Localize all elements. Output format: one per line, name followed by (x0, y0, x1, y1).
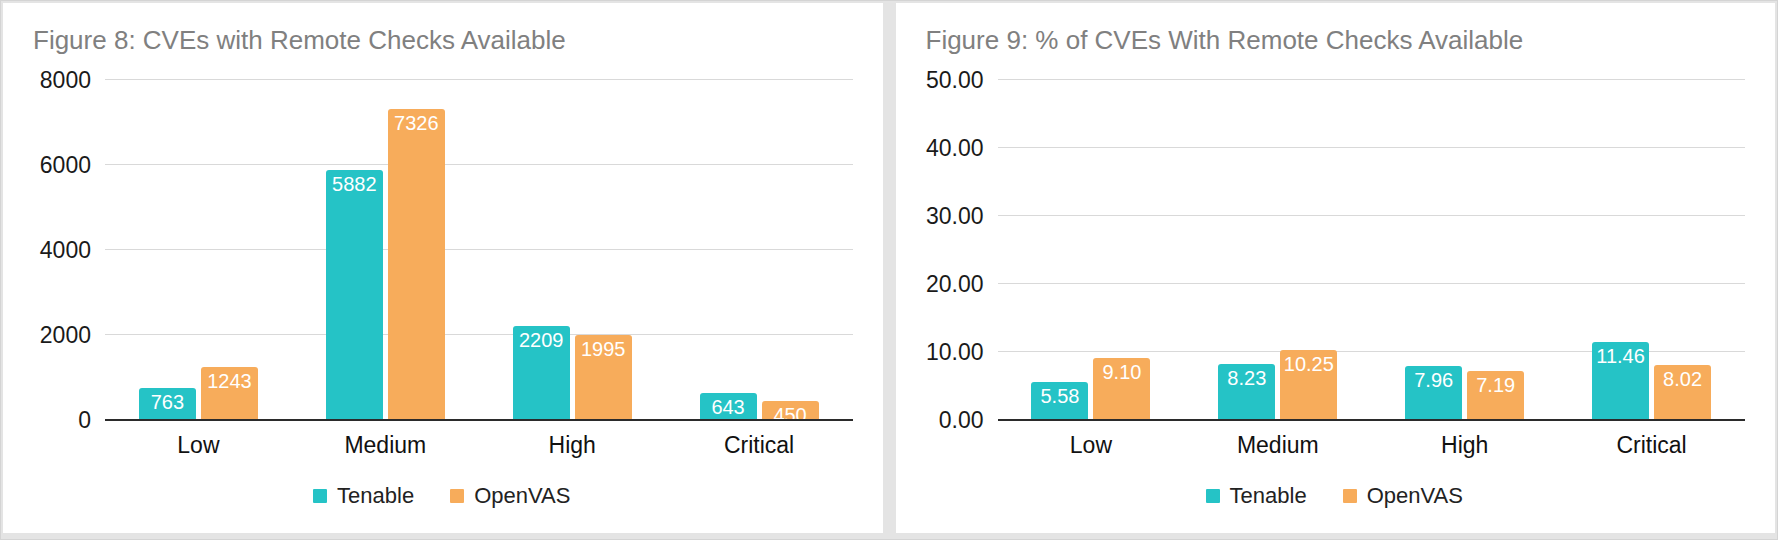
y-tick-label: 2000 (40, 322, 91, 349)
bar-group-critical: 11.468.02 (1558, 80, 1745, 420)
bar-value-label: 450 (756, 404, 825, 427)
bar-value-label: 10.25 (1274, 353, 1343, 376)
bar-tenable-low: 5.58 (1031, 382, 1088, 420)
x-axis-line (105, 419, 853, 421)
bar-value-label: 11.46 (1586, 345, 1655, 368)
bar-value-label: 643 (694, 396, 763, 419)
category-axis: LowMediumHighCritical (105, 432, 853, 459)
legend-item-openvas: OpenVAS (1343, 483, 1463, 509)
bar-value-label: 7.19 (1461, 374, 1530, 397)
category-label-critical: Critical (1558, 432, 1745, 459)
bar-tenable-medium: 5882 (326, 170, 383, 420)
bar-tenable-medium: 8.23 (1218, 364, 1275, 420)
chart-body: 0.0010.0020.0030.0040.0050.005.589.108.2… (924, 80, 1746, 459)
bar-value-label: 1243 (195, 370, 264, 393)
bar-tenable-critical: 643 (700, 393, 757, 420)
bar-value-label: 5882 (320, 173, 389, 196)
bar-value-label: 9.10 (1087, 361, 1156, 384)
y-tick-label: 30.00 (926, 203, 984, 230)
plot-area: 5.589.108.2310.257.967.1911.468.02 (998, 80, 1746, 420)
openvas-legend-swatch (1343, 489, 1357, 503)
y-tick-label: 50.00 (926, 67, 984, 94)
figure9-title: Figure 9: % of CVEs With Remote Checks A… (926, 25, 1746, 56)
y-tick-label: 0 (78, 407, 91, 434)
plot-column: 5.589.108.2310.257.967.1911.468.02LowMed… (998, 80, 1746, 459)
legend-label-tenable: Tenable (337, 483, 414, 509)
bar-group-high: 22091995 (479, 80, 666, 420)
category-label-low: Low (105, 432, 292, 459)
x-axis-line (998, 419, 1746, 421)
bar-groups: 76312435882732622091995643450 (105, 80, 853, 420)
bar-group-critical: 643 450 (666, 80, 853, 420)
bar-groups: 5.589.108.2310.257.967.1911.468.02 (998, 80, 1746, 420)
bar-openvas-high: 1995 (575, 335, 632, 420)
bar-tenable-low: 763 (139, 388, 196, 420)
plot-area: 76312435882732622091995643450 (105, 80, 853, 420)
y-tick-label: 0.00 (939, 407, 984, 434)
bar-value-label: 7.96 (1399, 369, 1468, 392)
bar-group-high: 7.967.19 (1371, 80, 1558, 420)
bar-tenable-high: 7.96 (1405, 366, 1462, 420)
legend-item-tenable: Tenable (313, 483, 414, 509)
category-label-critical: Critical (666, 432, 853, 459)
bar-value-label: 8.23 (1212, 367, 1281, 390)
category-label-medium: Medium (1184, 432, 1371, 459)
category-label-high: High (1371, 432, 1558, 459)
bar-value-label: 5.58 (1025, 385, 1094, 408)
y-tick-label: 6000 (40, 152, 91, 179)
openvas-legend-swatch (450, 489, 464, 503)
bar-value-label: 8.02 (1648, 368, 1717, 391)
legend-label-tenable: Tenable (1230, 483, 1307, 509)
report-figures-page: Figure 8: CVEs with Remote Checks Availa… (0, 0, 1778, 540)
figure8-panel: Figure 8: CVEs with Remote Checks Availa… (3, 3, 883, 533)
legend-label-openvas: OpenVAS (1367, 483, 1463, 509)
legend-item-openvas: OpenVAS (450, 483, 570, 509)
category-axis: LowMediumHighCritical (998, 432, 1746, 459)
bar-openvas-high: 7.19 (1467, 371, 1524, 420)
y-tick-label: 20.00 (926, 271, 984, 298)
y-tick-label: 10.00 (926, 339, 984, 366)
bar-openvas-low: 9.10 (1093, 358, 1150, 420)
bar-openvas-low: 1243 (201, 367, 258, 420)
bar-group-medium: 58827326 (292, 80, 479, 420)
legend-label-openvas: OpenVAS (474, 483, 570, 509)
figure8-title: Figure 8: CVEs with Remote Checks Availa… (33, 25, 853, 56)
figure9-bar-chart: 0.0010.0020.0030.0040.0050.005.589.108.2… (924, 80, 1746, 509)
bar-openvas-medium: 7326 (388, 109, 445, 420)
plot-column: 76312435882732622091995643450LowMediumHi… (105, 80, 853, 459)
bar-tenable-high: 2209 (513, 326, 570, 420)
y-tick-label: 4000 (40, 237, 91, 264)
bar-value-label: 2209 (507, 329, 576, 352)
bar-openvas-critical: 450 (762, 401, 819, 420)
y-tick-label: 8000 (40, 67, 91, 94)
y-axis: 0.0010.0020.0030.0040.0050.00 (924, 80, 998, 420)
tenable-legend-swatch (1206, 489, 1220, 503)
bar-value-label: 7326 (382, 112, 451, 135)
bar-tenable-critical: 11.46 (1592, 342, 1649, 420)
legend: Tenable OpenVAS (31, 483, 853, 509)
bar-value-label: 1995 (569, 338, 638, 361)
category-label-high: High (479, 432, 666, 459)
category-label-low: Low (998, 432, 1185, 459)
legend-item-tenable: Tenable (1206, 483, 1307, 509)
bar-openvas-critical: 8.02 (1654, 365, 1711, 420)
tenable-legend-swatch (313, 489, 327, 503)
bar-openvas-medium: 10.25 (1280, 350, 1337, 420)
bar-group-low: 7631243 (105, 80, 292, 420)
y-tick-label: 40.00 (926, 135, 984, 162)
legend: Tenable OpenVAS (924, 483, 1746, 509)
chart-body: 0200040006000800076312435882732622091995… (31, 80, 853, 459)
y-axis: 02000400060008000 (31, 80, 105, 420)
figure9-panel: Figure 9: % of CVEs With Remote Checks A… (896, 3, 1776, 533)
category-label-medium: Medium (292, 432, 479, 459)
figure8-bar-chart: 0200040006000800076312435882732622091995… (31, 80, 853, 509)
bar-value-label: 763 (133, 391, 202, 414)
bar-group-low: 5.589.10 (998, 80, 1185, 420)
bar-group-medium: 8.2310.25 (1184, 80, 1371, 420)
